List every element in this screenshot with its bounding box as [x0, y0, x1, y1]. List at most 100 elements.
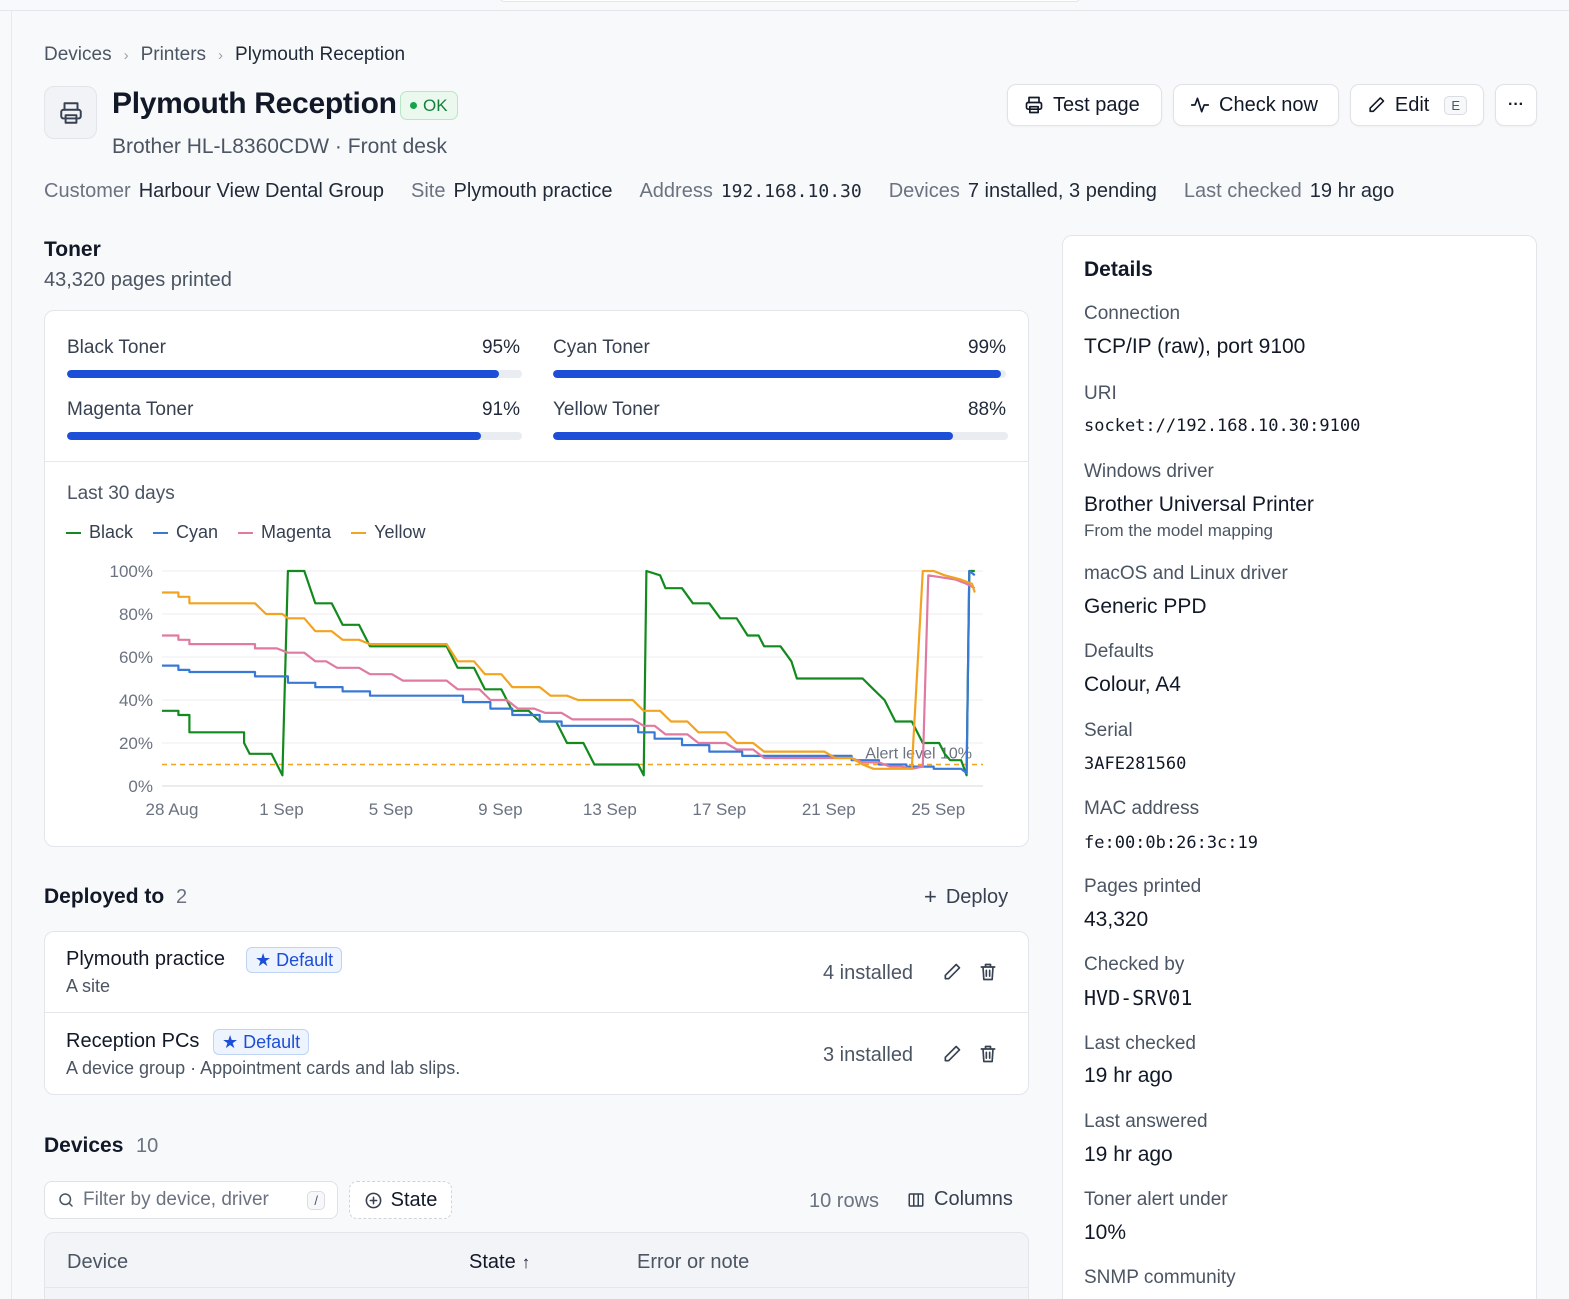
printer-icon: [1025, 96, 1043, 114]
devices-count: 10: [136, 1135, 159, 1157]
deploy-name: Plymouth practice: [66, 948, 225, 970]
filter-input[interactable]: Filter by device, driver /: [44, 1181, 338, 1219]
test-page-button[interactable]: Test page: [1007, 84, 1162, 126]
details-panel: Details Connection TCP/IP (raw), port 91…: [1062, 235, 1537, 1299]
detail-last-answered: 19 hr ago: [1084, 1143, 1173, 1166]
detail-label: Checked by: [1084, 954, 1185, 975]
legend-cyan[interactable]: Cyan: [153, 522, 218, 543]
meta-key: Devices: [888, 180, 960, 202]
columns-button[interactable]: Columns: [907, 1188, 1013, 1211]
edit-button[interactable]: Edit E: [1350, 84, 1484, 126]
x-tick-label: 21 Sep: [802, 800, 856, 819]
toner-name: Yellow Toner: [553, 399, 660, 420]
detail-defaults: Colour, A4: [1084, 673, 1181, 696]
legend-yellow[interactable]: Yellow: [351, 522, 425, 543]
toner-fill: [67, 432, 482, 440]
detail-label: SNMP community: [1084, 1267, 1236, 1288]
sidebar-edge: [11, 11, 12, 1299]
top-bar: [0, 0, 1569, 11]
x-tick-label: 5 Sep: [369, 800, 413, 819]
installed-count: 4 installed: [823, 962, 914, 984]
toner-bar-yellow: [553, 432, 1008, 440]
filter-shortcut: /: [307, 1190, 325, 1210]
deploy-label: Deploy: [945, 885, 1009, 908]
breadcrumb-printers[interactable]: Printers: [140, 44, 207, 65]
deploy-sub: A site: [66, 976, 111, 996]
installed-count: 3 installed: [823, 1044, 914, 1066]
deploy-row[interactable]: Plymouth practice ★ Default A site 4 inst…: [45, 932, 1028, 1013]
legend-black[interactable]: Black: [66, 522, 133, 543]
detail-label: URI: [1084, 383, 1117, 404]
meta-devices: Devices 7 installed, 3 pending: [889, 180, 1157, 203]
status-text: OK: [423, 95, 448, 115]
legend-label: Yellow: [374, 522, 426, 542]
detail-mac-linux-driver: Generic PPD: [1084, 595, 1207, 618]
toner-card: Black Toner 95% Cyan Toner 99% Magenta Ton…: [44, 310, 1029, 847]
detail-mac-address: fe:00:0b:26:3c:19: [1084, 833, 1258, 853]
x-tick-label: 9 Sep: [478, 800, 522, 819]
detail-label: MAC address: [1084, 798, 1200, 819]
legend-magenta[interactable]: Magenta: [238, 522, 331, 543]
toner-bar-cyan: [553, 370, 1006, 378]
rows-count: 10 rows: [809, 1190, 880, 1212]
y-tick-label: 40%: [119, 691, 153, 710]
x-tick-label: 1 Sep: [259, 800, 303, 819]
state-chip-label: State: [390, 1188, 438, 1211]
detail-label: Defaults: [1084, 641, 1154, 662]
y-tick-label: 0%: [128, 777, 153, 796]
check-now-label: Check now: [1219, 93, 1318, 116]
columns-label: Columns: [934, 1188, 1013, 1210]
deploy-row[interactable]: Reception PCs ★ Default A device group · …: [45, 1014, 1028, 1095]
deploy-name: Reception PCs: [66, 1030, 200, 1052]
col-state[interactable]: State ↑: [469, 1251, 530, 1274]
trash-icon[interactable]: [978, 962, 998, 982]
x-tick-label: 25 Sep: [911, 800, 965, 819]
toner-pct: 99%: [967, 337, 1006, 358]
columns-icon: [908, 1192, 924, 1207]
state-filter-chip[interactable]: State: [349, 1181, 452, 1219]
detail-pages-printed: 43,320: [1084, 908, 1149, 931]
meta-value[interactable]: Harbour View Dental Group: [138, 180, 385, 202]
plus-circle-icon: [365, 1192, 382, 1208]
devices-heading: Devices: [44, 1134, 124, 1157]
pencil-icon[interactable]: [942, 962, 962, 982]
badge-label: Default: [276, 949, 334, 970]
meta-key: Customer: [44, 180, 131, 202]
pencil-icon[interactable]: [942, 1044, 962, 1064]
star-icon: ★: [255, 949, 272, 970]
detail-label: Connection: [1084, 303, 1181, 324]
legend-swatch: [351, 531, 367, 534]
plus-icon: +: [924, 884, 937, 909]
toner-fill: [553, 370, 1002, 378]
detail-checked-by: HVD-SRV01: [1084, 986, 1193, 1010]
series-line-black: [162, 569, 975, 777]
y-tick-label: 20%: [119, 734, 153, 753]
check-now-button[interactable]: Check now: [1173, 84, 1339, 126]
toner-magenta: Magenta Toner 91%: [67, 399, 520, 421]
toner-pct: 91%: [481, 399, 520, 420]
detail-label: Toner alert under: [1084, 1189, 1228, 1210]
legend-swatch: [66, 531, 81, 534]
more-options-button[interactable]: ···: [1495, 84, 1537, 126]
detail-label: Last answered: [1084, 1111, 1208, 1132]
col-device[interactable]: Device: [67, 1251, 129, 1273]
col-error[interactable]: Error or note: [637, 1251, 750, 1273]
star-icon: ★: [222, 1031, 239, 1052]
detail-label: Last checked: [1084, 1033, 1196, 1054]
detail-label: macOS and Linux driver: [1084, 563, 1288, 584]
deploy-button[interactable]: + Deploy: [924, 884, 1008, 910]
more-icon: ···: [1508, 96, 1524, 113]
trash-icon[interactable]: [978, 1044, 998, 1064]
chevron-right-icon: ›: [218, 46, 224, 64]
meta-value[interactable]: Plymouth practice: [453, 180, 613, 202]
breadcrumb-current: Plymouth Reception: [235, 44, 406, 65]
page-subtitle: Brother HL-L8360CDW · Front desk: [112, 135, 447, 158]
search-icon: [59, 1193, 73, 1207]
breadcrumb-devices[interactable]: Devices: [44, 44, 112, 65]
meta-key: Last checked: [1183, 180, 1302, 202]
meta-value: 19 hr ago: [1309, 180, 1395, 202]
badge-label: Default: [243, 1031, 301, 1052]
devices-table: Device State ↑ Error or note: [44, 1232, 1029, 1299]
page-title: Plymouth Reception: [112, 87, 397, 120]
